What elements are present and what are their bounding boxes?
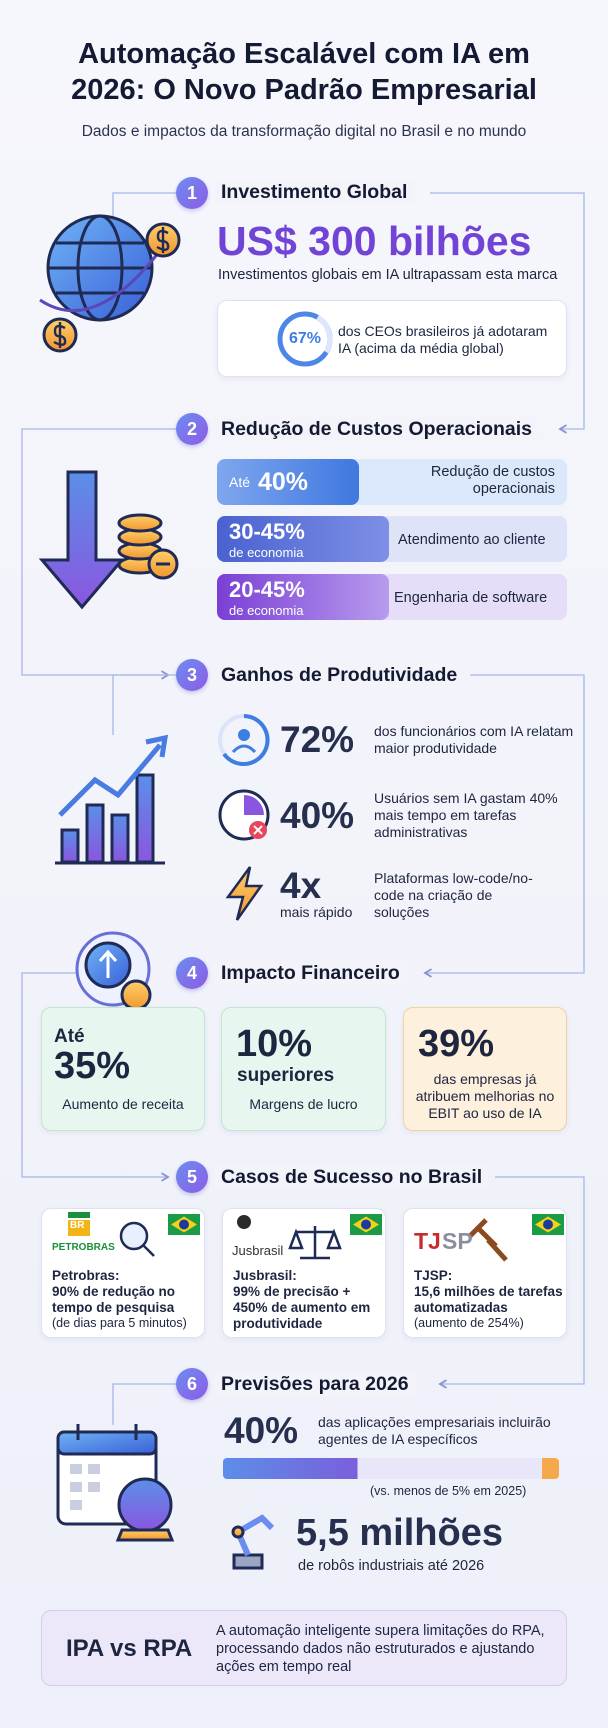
section-title: Previsões para 2026 <box>215 1373 415 1396</box>
bar-suffix: de economia <box>229 603 304 618</box>
ring <box>277 311 333 367</box>
section-number: 1 <box>176 177 208 209</box>
section-title: Redução de Custos Operacionais <box>215 418 539 441</box>
logo: SP <box>442 1228 473 1254</box>
bar-value: 40% <box>258 468 309 496</box>
logo: PETROBRAS <box>52 1242 115 1253</box>
card <box>41 1007 205 1131</box>
case-note: (de dias para 5 minutos) <box>52 1316 187 1330</box>
section-title: Casos de Sucesso no Brasil <box>215 1166 489 1189</box>
description: Investimentos globais em IA ultrapassam … <box>218 267 558 283</box>
card-value: 39% <box>418 1023 495 1065</box>
headline: US$ 300 bilhões <box>217 218 532 264</box>
card-prefix: Até <box>54 1026 85 1047</box>
forecast-note: (vs. menos de 5% em 2025) <box>370 1484 527 1498</box>
section-title: Ganhos de Produtividade <box>215 664 464 687</box>
highlight-value: 67% <box>288 330 322 347</box>
stat-text: dos funcionários com IA relatam maior pr… <box>374 723 574 756</box>
case-result: 90% de redução no tempo de pesquisa <box>52 1284 176 1315</box>
bar-value: 30-45% <box>229 519 305 544</box>
card <box>221 1007 386 1131</box>
highlight-text: dos CEOs brasileiros já adotaram IA (aci… <box>338 323 548 356</box>
footer-box <box>41 1610 567 1686</box>
stat-value: 4x <box>280 865 322 906</box>
forecast-text: das aplicações empresariais incluirão ag… <box>318 1414 551 1447</box>
section-title: Impacto Financeiro <box>215 962 406 985</box>
bar-prefix: Até <box>229 474 251 490</box>
case-result: 99% de precisão + 450% de aumento em pro… <box>233 1284 371 1331</box>
subtitle: Dados e impactos da transformação digita… <box>81 123 527 140</box>
logo: TJ <box>414 1228 441 1254</box>
section-title: Investimento Global <box>215 181 414 204</box>
bar-suffix: de economia <box>229 545 304 560</box>
case-name: Jusbrasil: <box>233 1268 297 1283</box>
logo-badge: BR <box>70 1220 85 1231</box>
case-icons <box>68 1212 564 1262</box>
case-result: 15,6 milhões de tarefas automatizadas <box>414 1284 563 1315</box>
title: Automação Escalável com IA em <box>78 38 530 70</box>
bar-text: Atendimento ao cliente <box>398 532 546 548</box>
stat-text: Usuários sem IA gastam 40% mais tempo em… <box>374 790 558 840</box>
card-value: 10% <box>236 1023 313 1065</box>
section-number: 4 <box>176 957 208 989</box>
card-text: Margens de lucro <box>249 1096 358 1112</box>
stat-value: 72% <box>280 719 355 760</box>
bar-text: Engenharia de software <box>394 590 548 606</box>
footer-title: IPA vs RPA <box>66 1635 193 1662</box>
section-number: 6 <box>176 1368 208 1400</box>
highlight-box <box>217 300 567 377</box>
stat-text: Plataformas low-code/no-code na criação … <box>374 870 533 920</box>
bar-text: Redução de custos operacionais <box>430 464 555 497</box>
section-number: 5 <box>176 1161 208 1193</box>
section-number: 2 <box>176 413 208 445</box>
robots-value: 5,5 milhões <box>296 1512 503 1554</box>
forecast-value: 40% <box>224 1410 299 1451</box>
card <box>403 1007 567 1131</box>
card-text: Aumento de receita <box>62 1096 184 1112</box>
card-value: 35% <box>54 1045 131 1087</box>
robots-text: de robôs industriais até 2026 <box>298 1558 485 1574</box>
bar-value: 20-45% <box>229 577 305 602</box>
title: 2026: O Novo Padrão Empresarial <box>71 74 537 106</box>
bar-fill <box>217 459 359 505</box>
stat-value: 40% <box>280 795 355 836</box>
case-name: TJSP: <box>414 1268 453 1283</box>
logo: Jusbrasil <box>232 1243 284 1258</box>
section-number: 3 <box>176 659 208 691</box>
bar-fill <box>217 574 389 620</box>
stat-suffix: mais rápido <box>280 904 353 920</box>
card-text: das empresas já atribuem melhorias no EB… <box>415 1071 555 1121</box>
case-name: Petrobras: <box>52 1268 120 1283</box>
forecast-bar <box>223 1458 559 1479</box>
footer-text: A automação inteligente supera limitaçõe… <box>216 1623 545 1675</box>
case-note: (aumento de 254%) <box>414 1316 524 1330</box>
card-suffix: superiores <box>237 1065 335 1086</box>
bar-fill <box>217 516 389 562</box>
